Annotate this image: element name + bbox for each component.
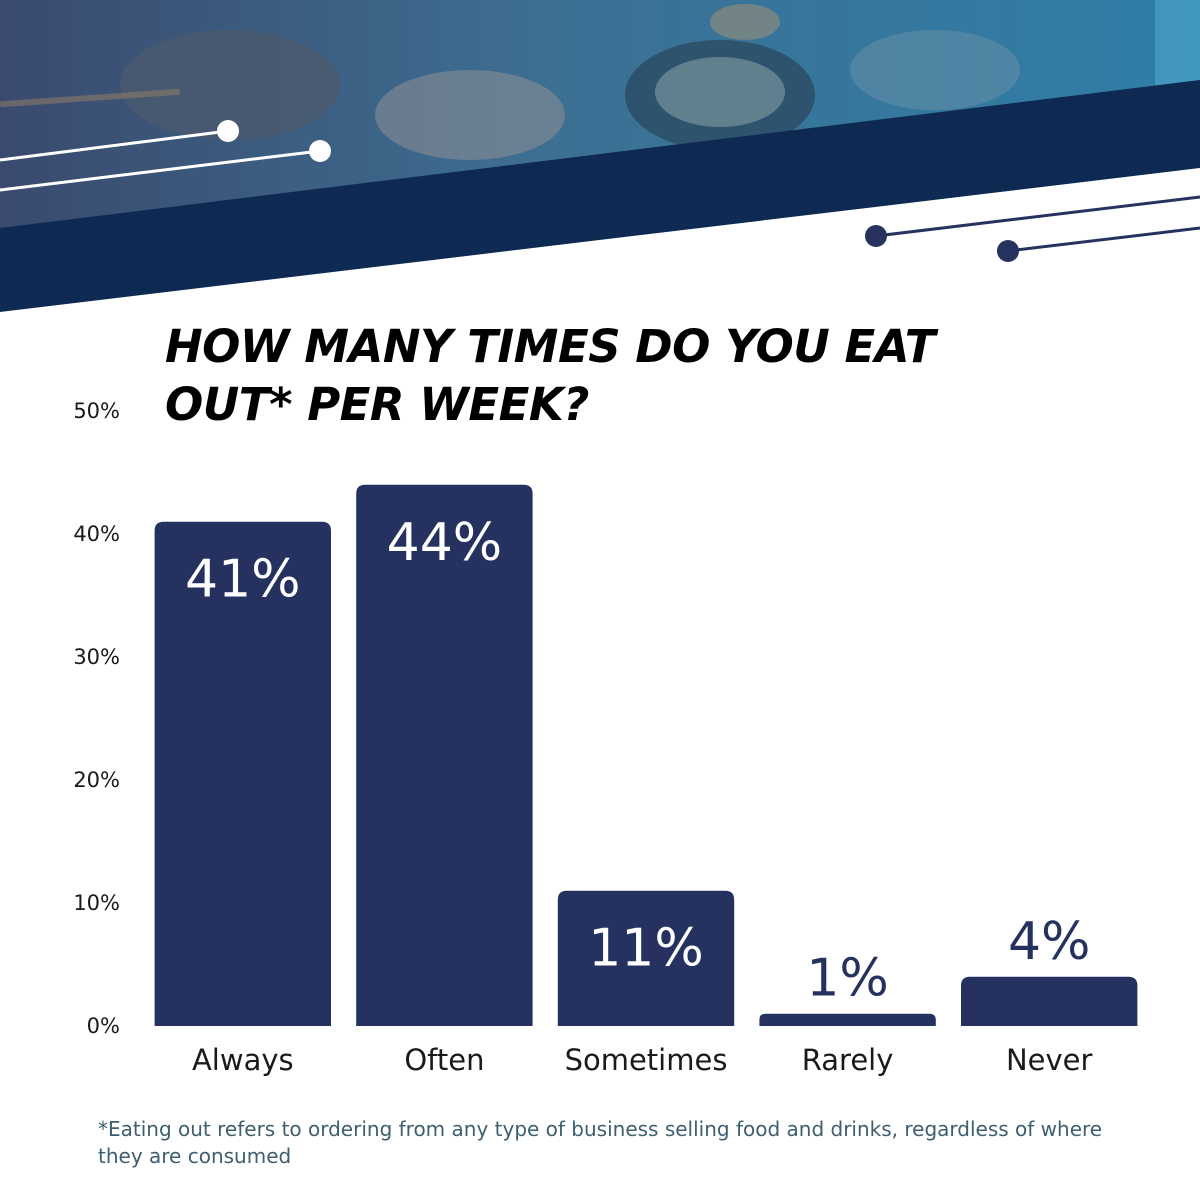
y-tick-label: 0% <box>87 1014 120 1038</box>
data-label-never: 4% <box>1008 912 1091 972</box>
x-tick-label: Rarely <box>802 1043 894 1077</box>
bar-rarely <box>759 1013 936 1026</box>
y-tick-label: 40% <box>73 522 120 546</box>
y-tick-label: 10% <box>73 891 120 915</box>
bars <box>154 484 1138 1026</box>
header-banner <box>0 0 1200 320</box>
y-axis-ticks: 0% 10% 20% 30% 40% 50% <box>73 399 120 1038</box>
data-label-always: 41% <box>185 550 301 610</box>
x-tick-label: Often <box>404 1043 484 1077</box>
chart-title: HOW MANY TIMES DO YOU EAT OUT* PER WEEK? <box>165 320 935 431</box>
x-axis-ticks: Always Often Sometimes Rarely Never <box>192 1043 1093 1077</box>
decorative-lines-left <box>0 120 331 192</box>
footnote: *Eating out refers to ordering from any … <box>98 1117 1103 1168</box>
y-tick-label: 50% <box>73 399 120 423</box>
bar-always <box>154 521 331 1026</box>
data-labels: 41% 44% 11% 1% 4% <box>185 513 1090 1009</box>
x-tick-label: Sometimes <box>565 1043 728 1077</box>
y-tick-label: 20% <box>73 768 120 792</box>
white-wedge <box>0 168 1200 320</box>
x-tick-label: Always <box>192 1043 294 1077</box>
decorative-lines-right <box>865 195 1200 262</box>
data-label-rarely: 1% <box>806 949 889 1009</box>
data-label-often: 44% <box>387 513 503 573</box>
y-tick-label: 30% <box>73 645 120 669</box>
navy-band <box>0 80 1200 312</box>
bar-often <box>356 484 533 1026</box>
bar-sometimes <box>557 890 735 1026</box>
x-tick-label: Never <box>1006 1043 1093 1077</box>
data-label-sometimes: 11% <box>588 919 704 979</box>
bar-never <box>961 976 1138 1026</box>
